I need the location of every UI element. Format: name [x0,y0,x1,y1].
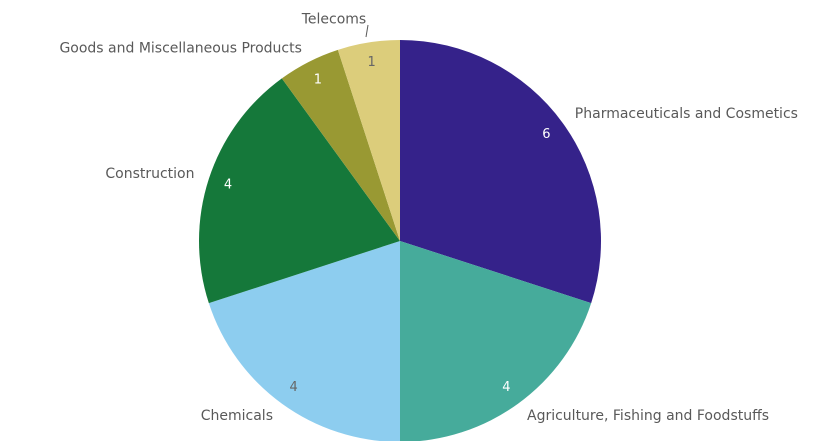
data-label: 4 [502,380,510,395]
pie-slice [337,40,400,241]
data-label: 4 [290,380,298,395]
data-label: 6 [542,127,550,142]
pie-slice [400,241,592,441]
category-label: Construction [105,166,194,182]
pie-slice [199,78,400,304]
data-label: 1 [368,55,376,70]
category-label: Agriculture, Fishing and Foodstuffs [527,408,769,424]
category-label: Pharmaceuticals and Cosmetics [575,106,798,122]
pie-slice [400,40,601,304]
category-label: Telecoms [301,12,366,28]
data-label: 1 [314,72,322,87]
category-label: Chemicals [201,408,273,424]
pie-slice [281,49,400,241]
pie-slice [208,241,400,441]
category-label: Goods and Miscellaneous Products [59,40,301,56]
data-label: 4 [224,178,232,193]
leader-line [365,24,369,38]
